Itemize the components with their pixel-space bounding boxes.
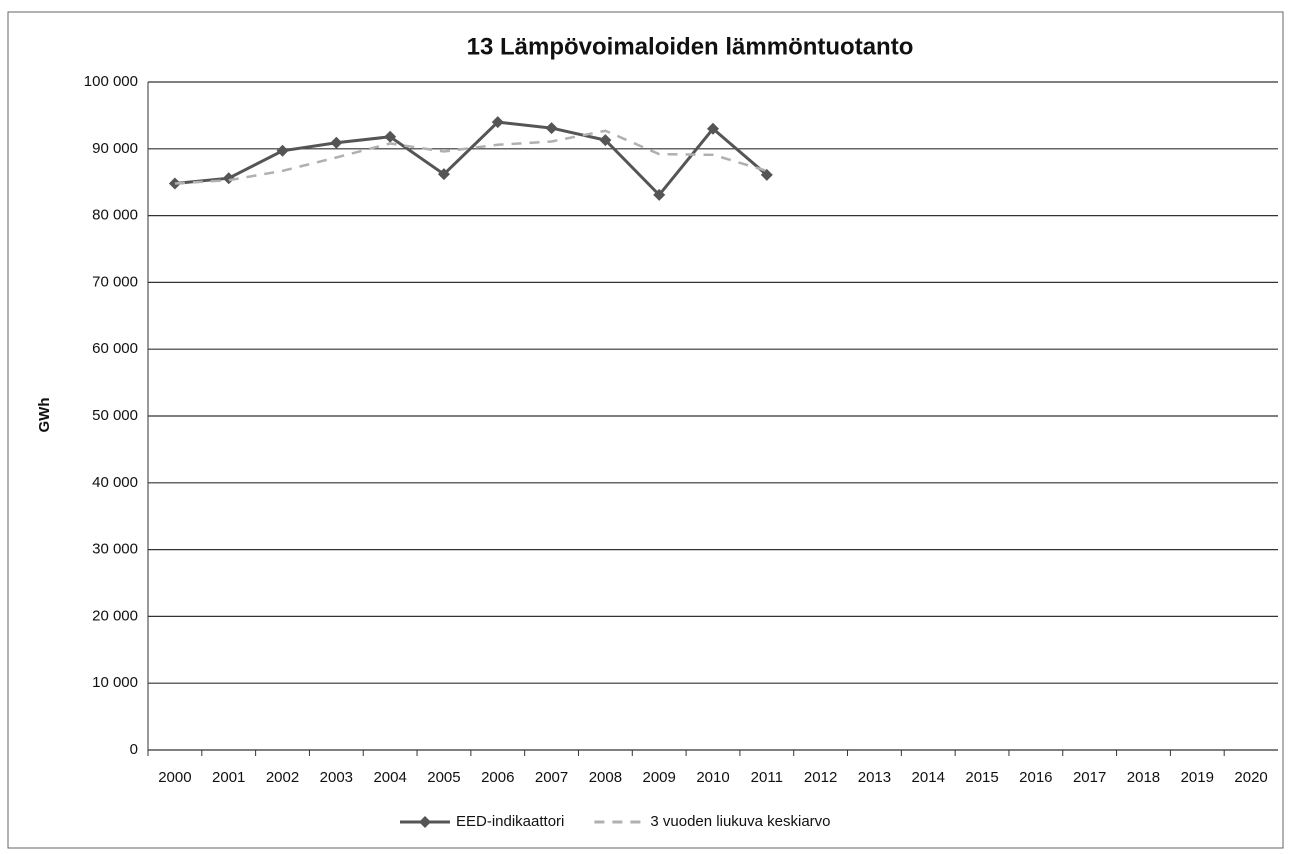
x-tick-label: 2005 [427, 769, 460, 786]
y-tick-label: 100 000 [84, 73, 138, 90]
x-tick-label: 2000 [158, 769, 191, 786]
y-tick-label: 30 000 [92, 541, 138, 558]
y-tick-label: 50 000 [92, 407, 138, 424]
x-tick-label: 2002 [266, 769, 299, 786]
x-tick-label: 2016 [1019, 769, 1052, 786]
y-tick-label: 90 000 [92, 140, 138, 157]
legend-label: EED-indikaattori [456, 813, 564, 830]
y-tick-label: 0 [130, 741, 138, 758]
x-tick-label: 2014 [912, 769, 945, 786]
y-tick-label: 70 000 [92, 273, 138, 290]
x-tick-label: 2001 [212, 769, 245, 786]
x-tick-label: 2011 [751, 769, 783, 786]
x-tick-label: 2008 [589, 769, 622, 786]
marker [707, 122, 719, 135]
marker [222, 172, 235, 185]
series-line [174, 129, 768, 185]
y-axis-label: GWh [36, 398, 53, 433]
marker [330, 136, 343, 149]
x-tick-label: 2020 [1234, 769, 1267, 786]
y-tick-label: 10 000 [92, 674, 138, 691]
chart-title: 13 Lämpövoimaloiden lämmöntuotanto [467, 33, 914, 60]
chart-border [7, 11, 1284, 849]
x-tick-label: 2018 [1127, 769, 1160, 786]
marker [437, 168, 450, 181]
y-tick-label: 60 000 [92, 340, 138, 357]
x-tick-label: 2007 [535, 769, 568, 786]
legend-label: 3 vuoden liukuva keskiarvo [650, 813, 830, 830]
x-tick-label: 2010 [696, 769, 729, 786]
series-line [174, 120, 768, 198]
marker [760, 168, 773, 181]
x-tick-label: 2004 [373, 769, 406, 786]
x-tick-label: 2009 [643, 769, 676, 786]
marker [653, 188, 666, 201]
x-tick-label: 2019 [1181, 769, 1214, 786]
x-tick-label: 2006 [481, 769, 514, 786]
legend-marker [419, 816, 431, 828]
marker [599, 134, 612, 147]
x-tick-label: 2013 [858, 769, 891, 786]
marker [491, 116, 504, 129]
x-tick-label: 2017 [1073, 769, 1106, 786]
x-tick-label: 2003 [320, 769, 353, 786]
marker [545, 122, 558, 135]
y-tick-label: 80 000 [92, 207, 138, 224]
marker [384, 130, 397, 143]
x-tick-label: 2015 [965, 769, 998, 786]
y-tick-label: 20 000 [92, 607, 138, 624]
marker [276, 144, 289, 157]
y-tick-label: 40 000 [92, 474, 138, 491]
x-tick-label: 2012 [804, 769, 837, 786]
